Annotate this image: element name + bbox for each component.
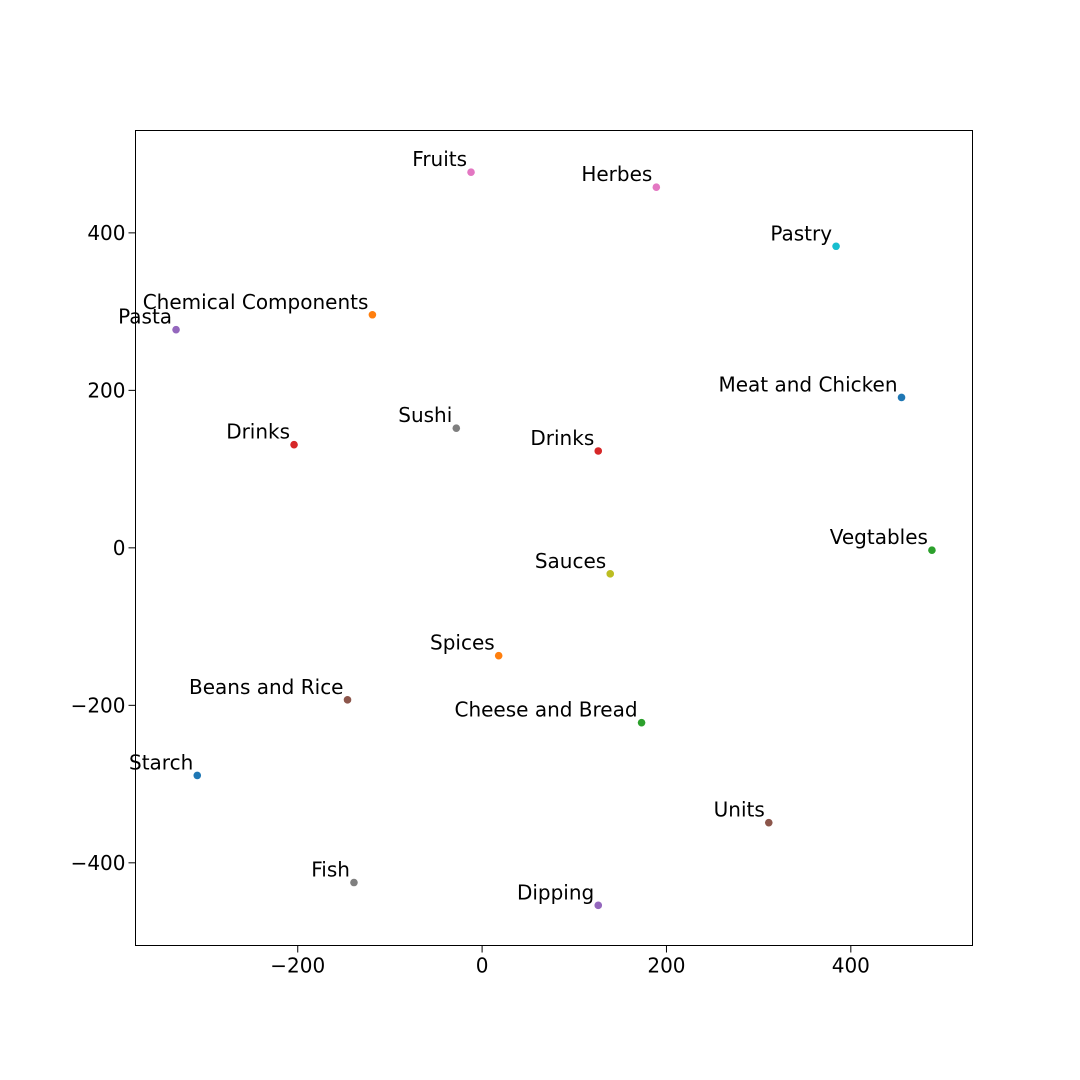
data-points (172, 168, 936, 910)
point-label: Pasta (118, 305, 172, 329)
y-tick-label: 0 (113, 536, 126, 560)
point-label: Beans and Rice (189, 675, 343, 699)
point-label: Cheese and Bread (454, 698, 637, 722)
data-point (193, 771, 202, 780)
data-point (832, 242, 840, 251)
x-tick-label: 200 (647, 954, 685, 978)
data-point (172, 325, 180, 334)
data-point (290, 440, 298, 449)
point-label: Vegtables (830, 525, 928, 549)
data-point (606, 570, 615, 578)
point-label: Spices (430, 631, 495, 655)
point-label: Dipping (517, 880, 594, 904)
data-point (350, 878, 358, 887)
x-tick-label: −200 (270, 954, 325, 978)
point-label: Drinks (226, 420, 290, 444)
plot-frame (135, 130, 973, 946)
data-point (652, 183, 661, 191)
y-tick-label: −200 (71, 693, 126, 717)
point-label: Sushi (398, 403, 452, 427)
point-label: Units (714, 798, 765, 822)
point-labels: Fruits Herbes Pastry Chemical ComponentsPas… (118, 147, 928, 904)
y-axis: −400 −200 0 200 400 (71, 221, 136, 875)
data-point (368, 310, 377, 319)
data-point (594, 901, 603, 910)
point-label: Drinks (530, 426, 594, 450)
x-axis: −200 0 200 400 (270, 945, 870, 978)
point-label: Fruits (412, 147, 467, 171)
point-label: Starch (129, 750, 193, 774)
data-point (343, 696, 352, 704)
point-label: Meat and Chicken (718, 372, 897, 396)
data-point (897, 393, 906, 402)
point-label: Herbes (581, 162, 652, 186)
data-point (764, 818, 773, 827)
x-tick-label: 0 (476, 954, 489, 978)
data-point (928, 546, 936, 555)
data-point (637, 718, 646, 727)
data-point (494, 651, 503, 660)
data-point (467, 168, 475, 177)
point-label: Sauces (535, 549, 606, 573)
x-tick-label: 400 (832, 954, 870, 978)
y-tick-label: 200 (87, 378, 125, 402)
y-tick-label: 400 (87, 221, 125, 245)
data-point (452, 424, 461, 432)
point-label: Pastry (770, 221, 832, 245)
y-tick-label: −400 (71, 851, 126, 875)
point-label: Fish (311, 858, 350, 882)
data-point (594, 447, 603, 455)
point-label: Chemical Components (143, 290, 369, 314)
